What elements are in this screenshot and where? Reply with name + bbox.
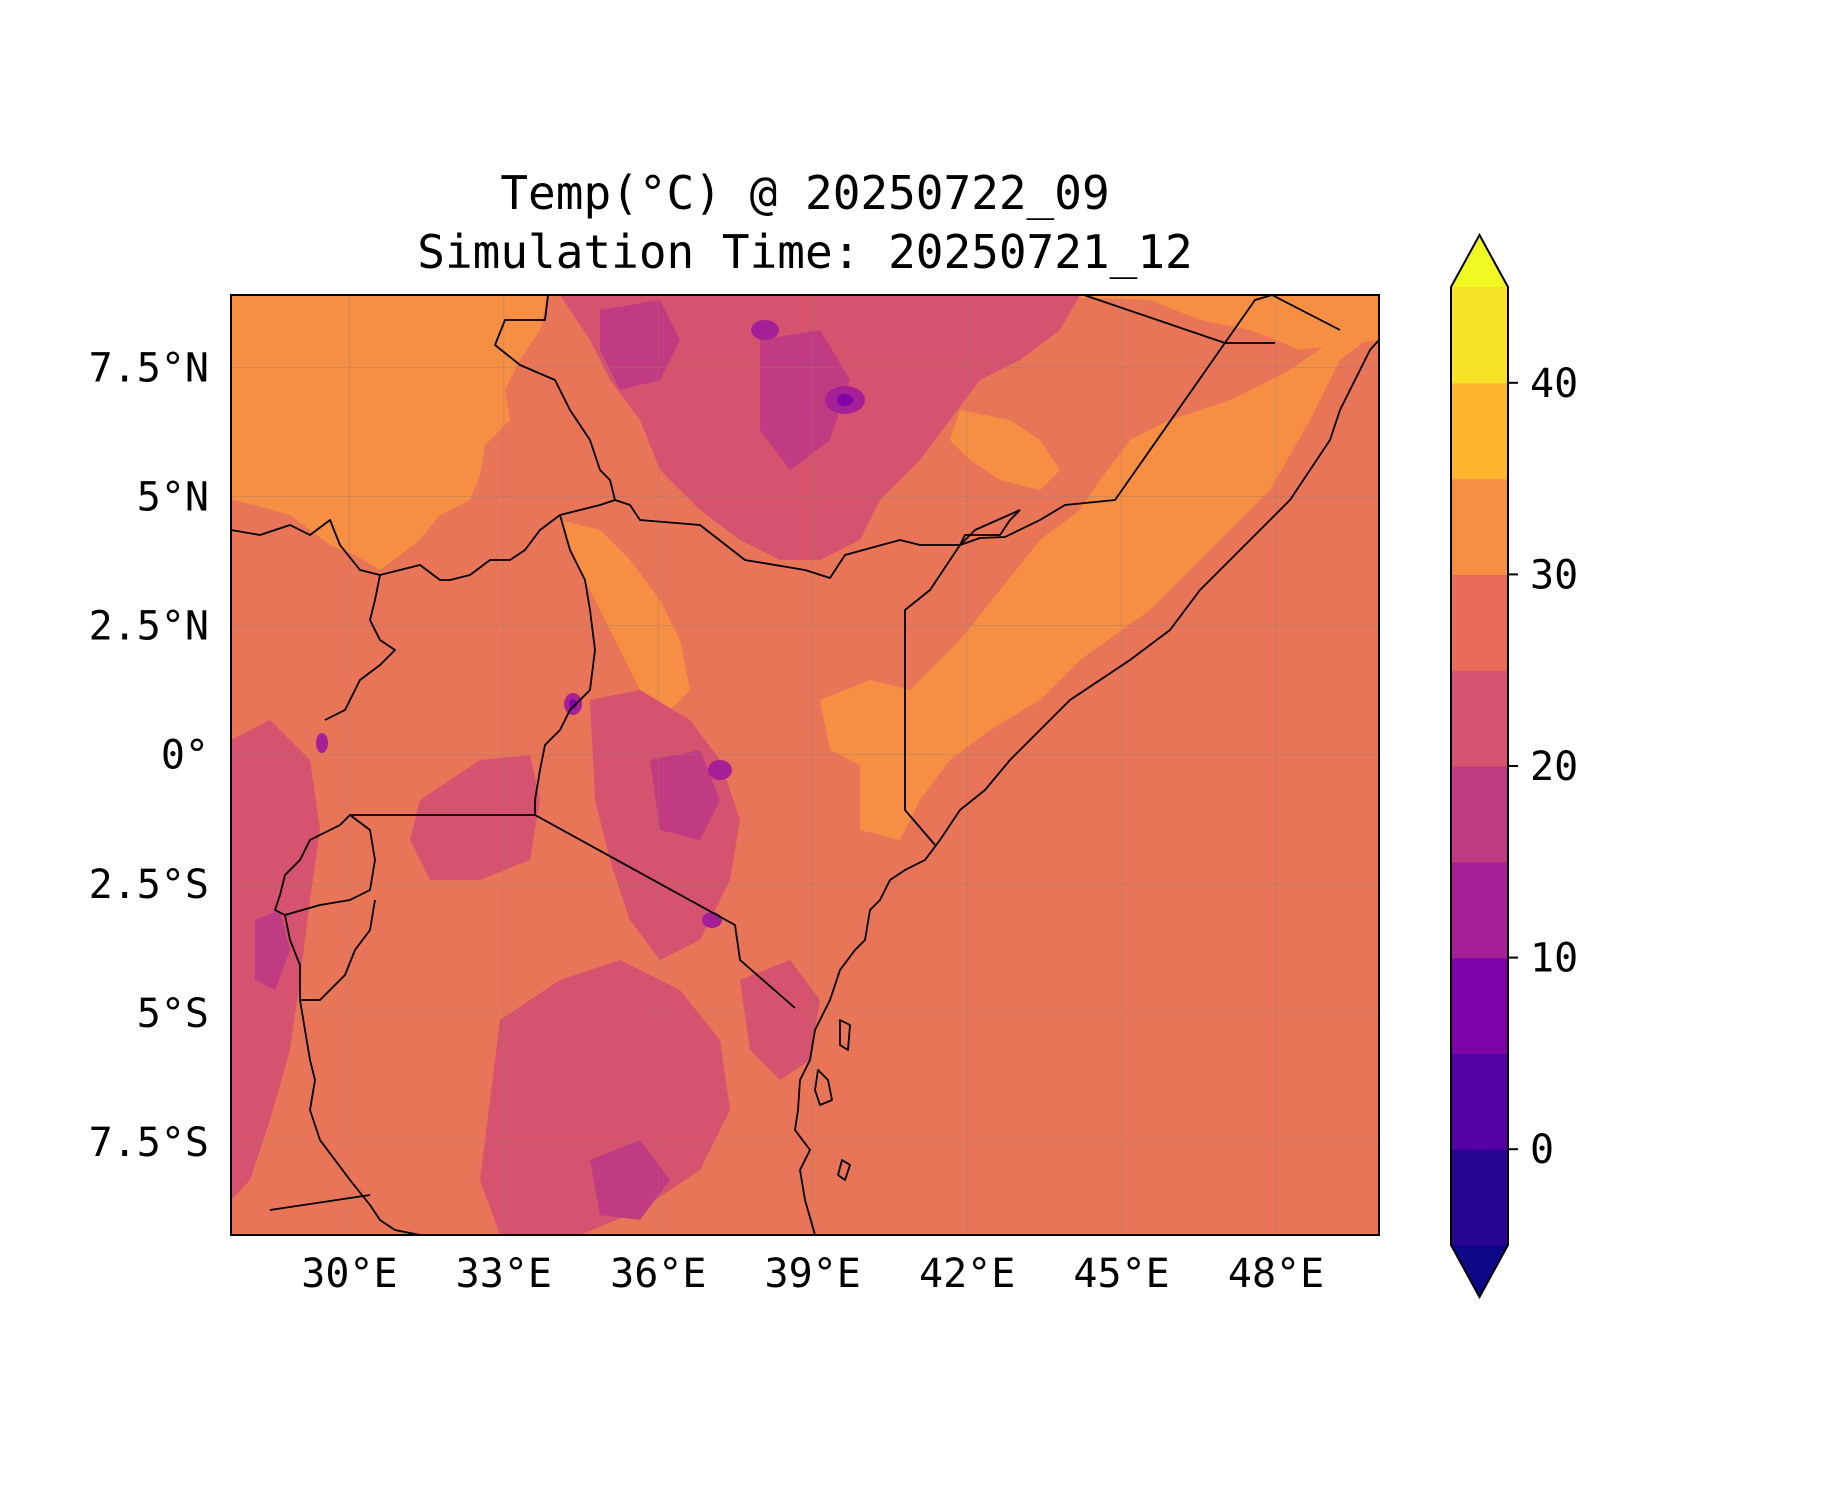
map-plot-area xyxy=(231,295,1379,1235)
map-title-line1: Temp(°C) @ 20250722_09 xyxy=(500,166,1109,220)
lon-tick-label: 30°E xyxy=(301,1251,397,1297)
cold-spot-3 xyxy=(708,760,732,780)
colorbar-bin xyxy=(1451,861,1508,959)
lat-tick-label: 5°S xyxy=(137,991,209,1037)
colorbar-tick-label: 20 xyxy=(1530,744,1578,790)
colorbar-bin xyxy=(1451,1149,1508,1246)
colorbar-bin xyxy=(1451,287,1508,384)
cool-region-lake-victoria-basin xyxy=(410,755,540,880)
border-ethiopia-somalia xyxy=(959,295,1273,546)
warm-region-ethiopia-east xyxy=(950,410,1060,490)
cold-pocket-ethiopia-2 xyxy=(760,330,850,470)
lat-axis: 7.5°N 5°N 2.5°N 0° 2.5°S 5°S 7.5°S xyxy=(89,345,209,1166)
coastline-somalia-kenya-tanzania xyxy=(794,339,1379,1235)
warm-region-north-west xyxy=(231,295,548,570)
island-mafia xyxy=(837,1159,851,1181)
lon-axis: 30°E 33°E 36°E 39°E 42°E 45°E 48°E xyxy=(301,1251,1324,1297)
lat-tick-label: 5°N xyxy=(137,474,209,520)
warm-region-rift-north xyxy=(560,520,690,710)
lon-tick-label: 45°E xyxy=(1073,1251,1169,1297)
cold-pocket-kenya-1 xyxy=(650,750,720,840)
lat-tick-label: 2.5°S xyxy=(89,862,209,908)
colorbar-extend-min xyxy=(1451,1245,1508,1297)
colorbar-bin xyxy=(1451,478,1508,575)
lat-tick-label: 2.5°N xyxy=(89,604,209,650)
coastline xyxy=(794,295,1379,1235)
border-tanzania-kenya xyxy=(534,814,796,1009)
lat-tick-label: 7.5°S xyxy=(89,1120,209,1166)
island-zanzibar xyxy=(814,1069,833,1106)
lon-tick-label: 36°E xyxy=(610,1251,706,1297)
colorbar-bin xyxy=(1451,957,1508,1054)
map-title-line2: Simulation Time: 20250721_12 xyxy=(417,225,1192,279)
border-uganda-north xyxy=(324,574,396,721)
cool-region-tanzania-central xyxy=(480,960,730,1235)
colorbar-tick-label: 30 xyxy=(1530,552,1578,598)
lat-tick-label: 0° xyxy=(161,733,209,779)
cold-spot-2 xyxy=(751,320,779,340)
lon-tick-label: 42°E xyxy=(919,1251,1015,1297)
lon-tick-label: 33°E xyxy=(456,1251,552,1297)
colorbar-bin xyxy=(1451,670,1508,767)
border-djibouti-ethiopia xyxy=(1083,295,1275,344)
border-zambia-drc xyxy=(269,1194,371,1211)
colorbar-bin xyxy=(1451,574,1508,671)
warm-region-somalia xyxy=(860,330,1379,840)
colorbar-tick-label: 40 xyxy=(1530,361,1578,407)
colorbar-tick-label: 10 xyxy=(1530,936,1578,982)
colorbar-bin xyxy=(1451,766,1508,863)
coastline-ethiopia-djibouti xyxy=(1271,295,1341,331)
border-south-sudan-drc-car xyxy=(231,499,616,581)
colorbar-bin xyxy=(1451,1053,1508,1150)
map-frame xyxy=(230,294,1380,1236)
island-pemba xyxy=(839,1019,851,1051)
cold-spot-5 xyxy=(702,912,722,928)
cold-pocket-west-1 xyxy=(255,910,290,990)
cold-spot-8 xyxy=(569,699,577,709)
lon-tick-label: 48°E xyxy=(1228,1251,1324,1297)
border-kenya-ethiopia-somalia xyxy=(904,509,1021,846)
cold-pocket-tanzania-1 xyxy=(590,1140,670,1220)
colorbar-bin xyxy=(1451,382,1508,480)
border-burundi xyxy=(284,899,376,1001)
cold-pocket-ethiopia-1 xyxy=(600,300,680,390)
cold-spot-7 xyxy=(837,394,853,406)
colorbar-tick-label: 0 xyxy=(1530,1127,1554,1173)
colorbar-outline xyxy=(1450,232,1509,1300)
warm-region-north-east xyxy=(1000,295,1379,350)
border-tanzania-west xyxy=(299,999,421,1235)
colorbar-extend-max xyxy=(1451,235,1508,287)
cold-spot-6 xyxy=(316,733,328,753)
colorbar: 0 10 20 30 40 xyxy=(1450,232,1578,1300)
warm-region-ne-kenya xyxy=(820,680,920,770)
lat-tick-label: 7.5°N xyxy=(89,345,209,391)
border-uganda-kenya xyxy=(534,514,596,815)
country-borders xyxy=(231,295,1275,1235)
cool-region-tanzania-east xyxy=(740,960,820,1080)
lon-tick-label: 39°E xyxy=(765,1251,861,1297)
